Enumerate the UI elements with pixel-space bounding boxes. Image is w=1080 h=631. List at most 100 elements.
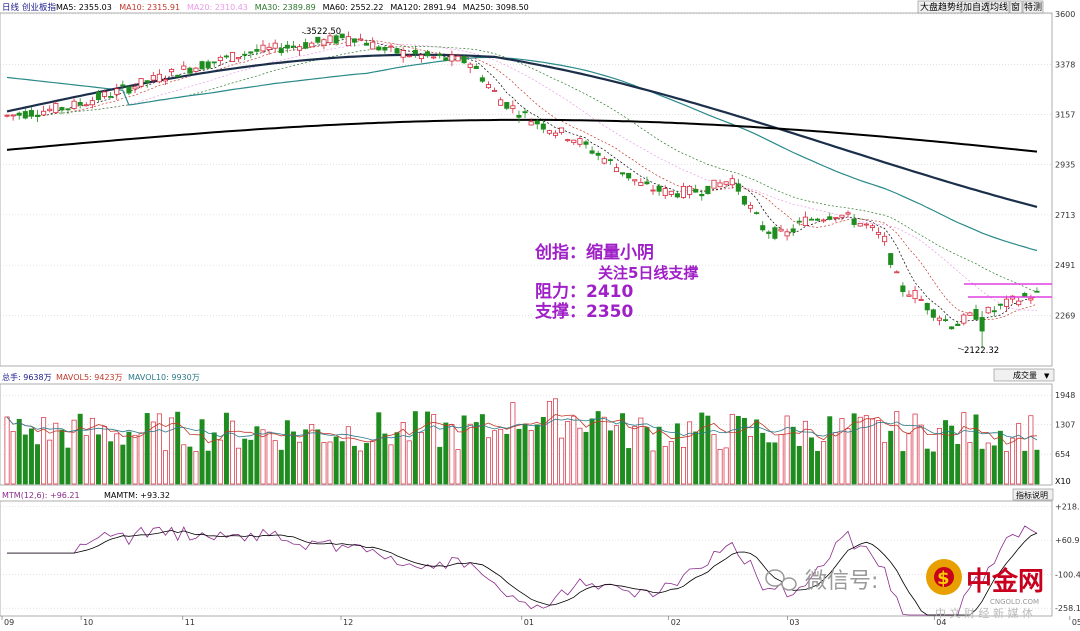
annotation-line-1: 创指：缩量小阴 [534, 242, 654, 263]
volume-bar [961, 412, 967, 485]
candle-body [1003, 298, 1010, 307]
x-tick-label: 11 [185, 618, 195, 627]
candle-body [894, 271, 900, 274]
volume-bar [668, 441, 674, 485]
volume-bar [297, 441, 303, 485]
volume-bar [565, 420, 571, 485]
volume-bar [681, 446, 686, 485]
indicator-help-frame [1012, 488, 1054, 501]
volume-bar [53, 422, 59, 485]
candle-body [632, 179, 638, 182]
volume-bar [120, 444, 126, 485]
volume-bar [236, 447, 242, 485]
volume-bar [309, 423, 315, 485]
candle-body [522, 111, 528, 114]
low-label: 2122.32 [964, 346, 999, 356]
window-button[interactable]: 窗 [1011, 1, 1020, 13]
candle-body [370, 41, 376, 50]
volume-bar [272, 440, 278, 485]
volume-bar [833, 432, 839, 485]
volume-bar [839, 418, 845, 485]
volume-bar [790, 426, 796, 485]
ma-legend-item: MA250: 3098.50 [463, 3, 529, 12]
candle-body [83, 104, 89, 107]
volume-bar [1028, 415, 1034, 485]
candle-body [492, 90, 498, 92]
volume-bar [1016, 423, 1022, 485]
candle-body [510, 105, 516, 109]
candle-body [95, 92, 101, 101]
candle-body [229, 52, 236, 62]
volume-bar [425, 411, 431, 485]
volume-bar [370, 440, 376, 485]
volume-bar [943, 420, 949, 485]
volume-bar [827, 416, 833, 485]
volume-bar [217, 439, 223, 485]
candle-body [741, 195, 747, 205]
candle-body [108, 96, 114, 98]
candle-body [638, 181, 644, 186]
candle-body [205, 61, 211, 69]
volume-dropdown[interactable]: 成交量 [1013, 370, 1037, 380]
volume-bar [230, 420, 236, 485]
indicator-help-button[interactable]: 指标说明 [1016, 490, 1048, 500]
candle-body [315, 36, 321, 43]
candle-body [900, 285, 906, 293]
candle-body [406, 55, 412, 58]
special-test-button[interactable]: 特测 [1024, 1, 1042, 13]
volume-tick-label: 1948 [1055, 391, 1075, 400]
volume-bar [461, 415, 467, 485]
volume-bar [382, 433, 388, 485]
volume-bar [821, 441, 827, 485]
wechat-icon [765, 569, 785, 587]
volume-bar [583, 431, 589, 485]
volume-bar [748, 436, 754, 485]
x-tick-label: 01 [524, 618, 534, 627]
mavol5-label: MAVOL5: 9423万 [56, 373, 123, 382]
mamtm-value: MAMTM: +93.32 [104, 491, 170, 500]
candle-body [388, 45, 394, 48]
candle-body [473, 65, 479, 70]
volume-bar [656, 426, 662, 485]
volume-bar [857, 416, 863, 485]
volume-bar [321, 442, 327, 485]
volume-bar [431, 414, 437, 485]
brand-site: CNGOLD.COM [990, 598, 1039, 606]
trend-line-button[interactable]: 大盘趋势线 [920, 1, 965, 13]
add-watchlist-button[interactable]: 加自选 [963, 1, 990, 13]
volume-bar [876, 420, 881, 485]
mamtm-line [7, 530, 1038, 616]
volume-bar [248, 439, 254, 485]
candle-body [284, 44, 290, 49]
candle-body [571, 139, 577, 144]
candle-body [28, 110, 34, 117]
candle-body [248, 51, 254, 54]
volume-bar [650, 450, 656, 485]
volume-bar [290, 431, 296, 485]
volume-bar [242, 438, 248, 485]
annotation-line-3: 阻力：2410 [535, 281, 633, 302]
candle-body [16, 112, 22, 116]
ma10-line [6, 40, 1038, 321]
ma-legend-item: MA5: 2355.03 [56, 3, 112, 12]
candle-body [796, 220, 802, 223]
annotation-line-4: 支撑：2350 [535, 301, 633, 322]
volume-bar [504, 433, 510, 485]
ma-legend-item: MA20: 2310.43 [187, 3, 248, 12]
volume-bar [181, 444, 187, 485]
candle-body [199, 61, 205, 70]
mtm-panel-frame [0, 500, 1053, 617]
volume-bar [595, 411, 601, 485]
volume-bar [333, 436, 339, 485]
x-tick-label: 12 [343, 618, 353, 627]
period-label[interactable]: 日线 [2, 2, 20, 13]
volume-bar [418, 432, 424, 485]
candle-body [595, 152, 601, 156]
volume-bar [108, 441, 114, 485]
volume-bar [553, 398, 559, 485]
volume-bar [510, 402, 516, 485]
toolbar-btn-frame-3 [1009, 0, 1023, 14]
ma-button[interactable]: 均线 [990, 1, 1008, 13]
mavol10-line [6, 416, 1038, 441]
